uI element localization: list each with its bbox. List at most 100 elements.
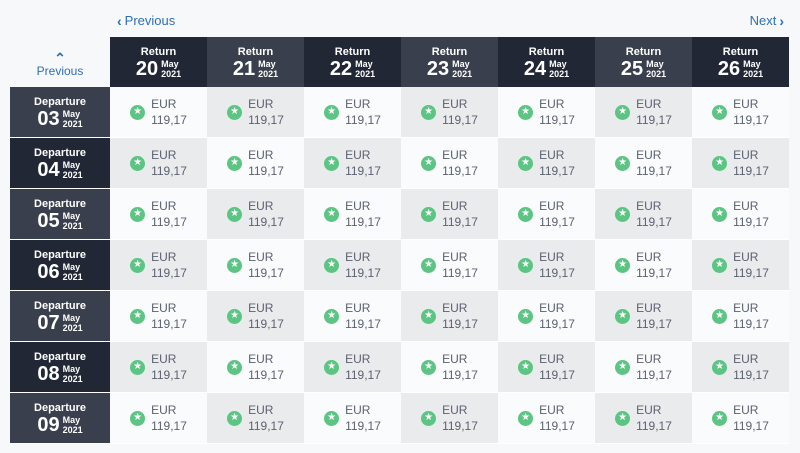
price-cell[interactable]: ★ EUR 119,17 (498, 189, 595, 240)
price-cell[interactable]: ★ EUR 119,17 (692, 138, 789, 189)
previous-dates-button[interactable]: ⌃ Previous (12, 50, 108, 84)
price-text: EUR 119,17 (733, 402, 769, 434)
departure-date: 05 May 2021 (37, 211, 82, 231)
price-currency: EUR (442, 199, 468, 213)
price-amount: 119,17 (636, 164, 672, 178)
price-cell[interactable]: ★ EUR 119,17 (207, 291, 304, 342)
price-cell[interactable]: ★ EUR 119,17 (304, 87, 401, 138)
price-amount: 119,17 (248, 419, 284, 433)
price-cell[interactable]: ★ EUR 119,17 (498, 291, 595, 342)
return-month: May (452, 58, 470, 69)
price-currency: EUR (539, 97, 565, 111)
departure-month: May (62, 261, 81, 272)
price-cell[interactable]: ★ EUR 119,17 (207, 138, 304, 189)
price-amount: 119,17 (151, 317, 187, 331)
price-currency: EUR (733, 352, 759, 366)
price-cell[interactable]: ★ EUR 119,17 (207, 240, 304, 291)
price-cell[interactable]: ★ EUR 119,17 (401, 189, 498, 240)
price-cell[interactable]: ★ EUR 119,17 (110, 291, 207, 342)
star-icon: ★ (324, 155, 340, 171)
price-text: EUR 119,17 (733, 198, 769, 230)
price-cell[interactable]: ★ EUR 119,17 (110, 342, 207, 393)
price-currency: EUR (442, 403, 468, 417)
price-amount: 119,17 (345, 164, 381, 178)
price-currency: EUR (248, 403, 274, 417)
price-currency: EUR (248, 97, 274, 111)
price-cell[interactable]: ★ EUR 119,17 (595, 138, 692, 189)
price-cell[interactable]: ★ EUR 119,17 (401, 87, 498, 138)
price-text: EUR 119,17 (151, 300, 187, 332)
price-currency: EUR (248, 352, 274, 366)
price-cell[interactable]: ★ EUR 119,17 (498, 342, 595, 393)
price-cell[interactable]: ★ EUR 119,17 (595, 240, 692, 291)
price-cell[interactable]: ★ EUR 119,17 (401, 291, 498, 342)
star-icon: ★ (130, 410, 146, 426)
price-cell[interactable]: ★ EUR 119,17 (304, 393, 401, 444)
next-week-button[interactable]: Next › (750, 13, 784, 28)
return-year: 2021 (355, 68, 376, 79)
price-currency: EUR (345, 97, 371, 111)
price-cell[interactable]: ★ EUR 119,17 (110, 138, 207, 189)
chevron-up-icon: ⌃ (54, 50, 66, 66)
price-cell[interactable]: ★ EUR 119,17 (207, 393, 304, 444)
price-cell[interactable]: ★ EUR 119,17 (498, 240, 595, 291)
return-label: Return (431, 45, 468, 58)
price-cell[interactable]: ★ EUR 119,17 (110, 240, 207, 291)
price-amount: 119,17 (151, 368, 187, 382)
price-cell[interactable]: ★ EUR 119,17 (401, 138, 498, 189)
price-cell[interactable]: ★ EUR 119,17 (110, 87, 207, 138)
price-cell[interactable]: ★ EUR 119,17 (304, 291, 401, 342)
price-cell[interactable]: ★ EUR 119,17 (304, 138, 401, 189)
return-date-header: Return 23 May 2021 (401, 37, 498, 87)
return-month: May (743, 58, 761, 69)
return-date-header: Return 26 May 2021 (692, 37, 789, 87)
price-cell[interactable]: ★ EUR 119,17 (498, 87, 595, 138)
departure-label: Departure (34, 197, 86, 210)
price-amount: 119,17 (442, 317, 478, 331)
departure-year: 2021 (62, 220, 83, 231)
price-cell[interactable]: ★ EUR 119,17 (595, 87, 692, 138)
price-cell[interactable]: ★ EUR 119,17 (207, 342, 304, 393)
star-icon: ★ (518, 155, 534, 171)
price-currency: EUR (151, 148, 177, 162)
departure-date: 08 May 2021 (37, 364, 82, 384)
price-currency: EUR (442, 97, 468, 111)
return-year: 2021 (646, 68, 667, 79)
departure-year: 2021 (62, 373, 83, 384)
price-cell[interactable]: ★ EUR 119,17 (401, 342, 498, 393)
return-day: 25 (620, 57, 644, 80)
price-cell[interactable]: ★ EUR 119,17 (304, 342, 401, 393)
price-amount: 119,17 (345, 368, 381, 382)
return-date: 23 May 2021 (427, 59, 472, 79)
price-cell[interactable]: ★ EUR 119,17 (692, 189, 789, 240)
price-text: EUR 119,17 (345, 402, 381, 434)
price-cell[interactable]: ★ EUR 119,17 (498, 393, 595, 444)
departure-day: 03 (37, 107, 60, 130)
price-cell[interactable]: ★ EUR 119,17 (692, 342, 789, 393)
price-cell[interactable]: ★ EUR 119,17 (207, 87, 304, 138)
price-cell[interactable]: ★ EUR 119,17 (692, 240, 789, 291)
price-cell[interactable]: ★ EUR 119,17 (110, 189, 207, 240)
price-cell[interactable]: ★ EUR 119,17 (110, 393, 207, 444)
return-month-year: May 2021 (161, 59, 181, 79)
star-icon: ★ (615, 104, 631, 120)
price-cell[interactable]: ★ EUR 119,17 (401, 240, 498, 291)
price-cell[interactable]: ★ EUR 119,17 (595, 291, 692, 342)
price-cell[interactable]: ★ EUR 119,17 (304, 240, 401, 291)
price-cell[interactable]: ★ EUR 119,17 (692, 87, 789, 138)
price-cell[interactable]: ★ EUR 119,17 (692, 393, 789, 444)
price-cell[interactable]: ★ EUR 119,17 (304, 189, 401, 240)
previous-week-button[interactable]: ‹ Previous (117, 13, 175, 28)
price-cell[interactable]: ★ EUR 119,17 (498, 138, 595, 189)
price-cell[interactable]: ★ EUR 119,17 (401, 393, 498, 444)
price-amount: 119,17 (636, 215, 672, 229)
price-text: EUR 119,17 (636, 351, 672, 383)
price-cell[interactable]: ★ EUR 119,17 (595, 342, 692, 393)
departure-date-header: Departure 04 May 2021 (10, 138, 110, 189)
star-icon: ★ (324, 308, 340, 324)
price-text: EUR 119,17 (151, 249, 187, 281)
price-cell[interactable]: ★ EUR 119,17 (207, 189, 304, 240)
price-cell[interactable]: ★ EUR 119,17 (595, 393, 692, 444)
price-cell[interactable]: ★ EUR 119,17 (692, 291, 789, 342)
price-cell[interactable]: ★ EUR 119,17 (595, 189, 692, 240)
